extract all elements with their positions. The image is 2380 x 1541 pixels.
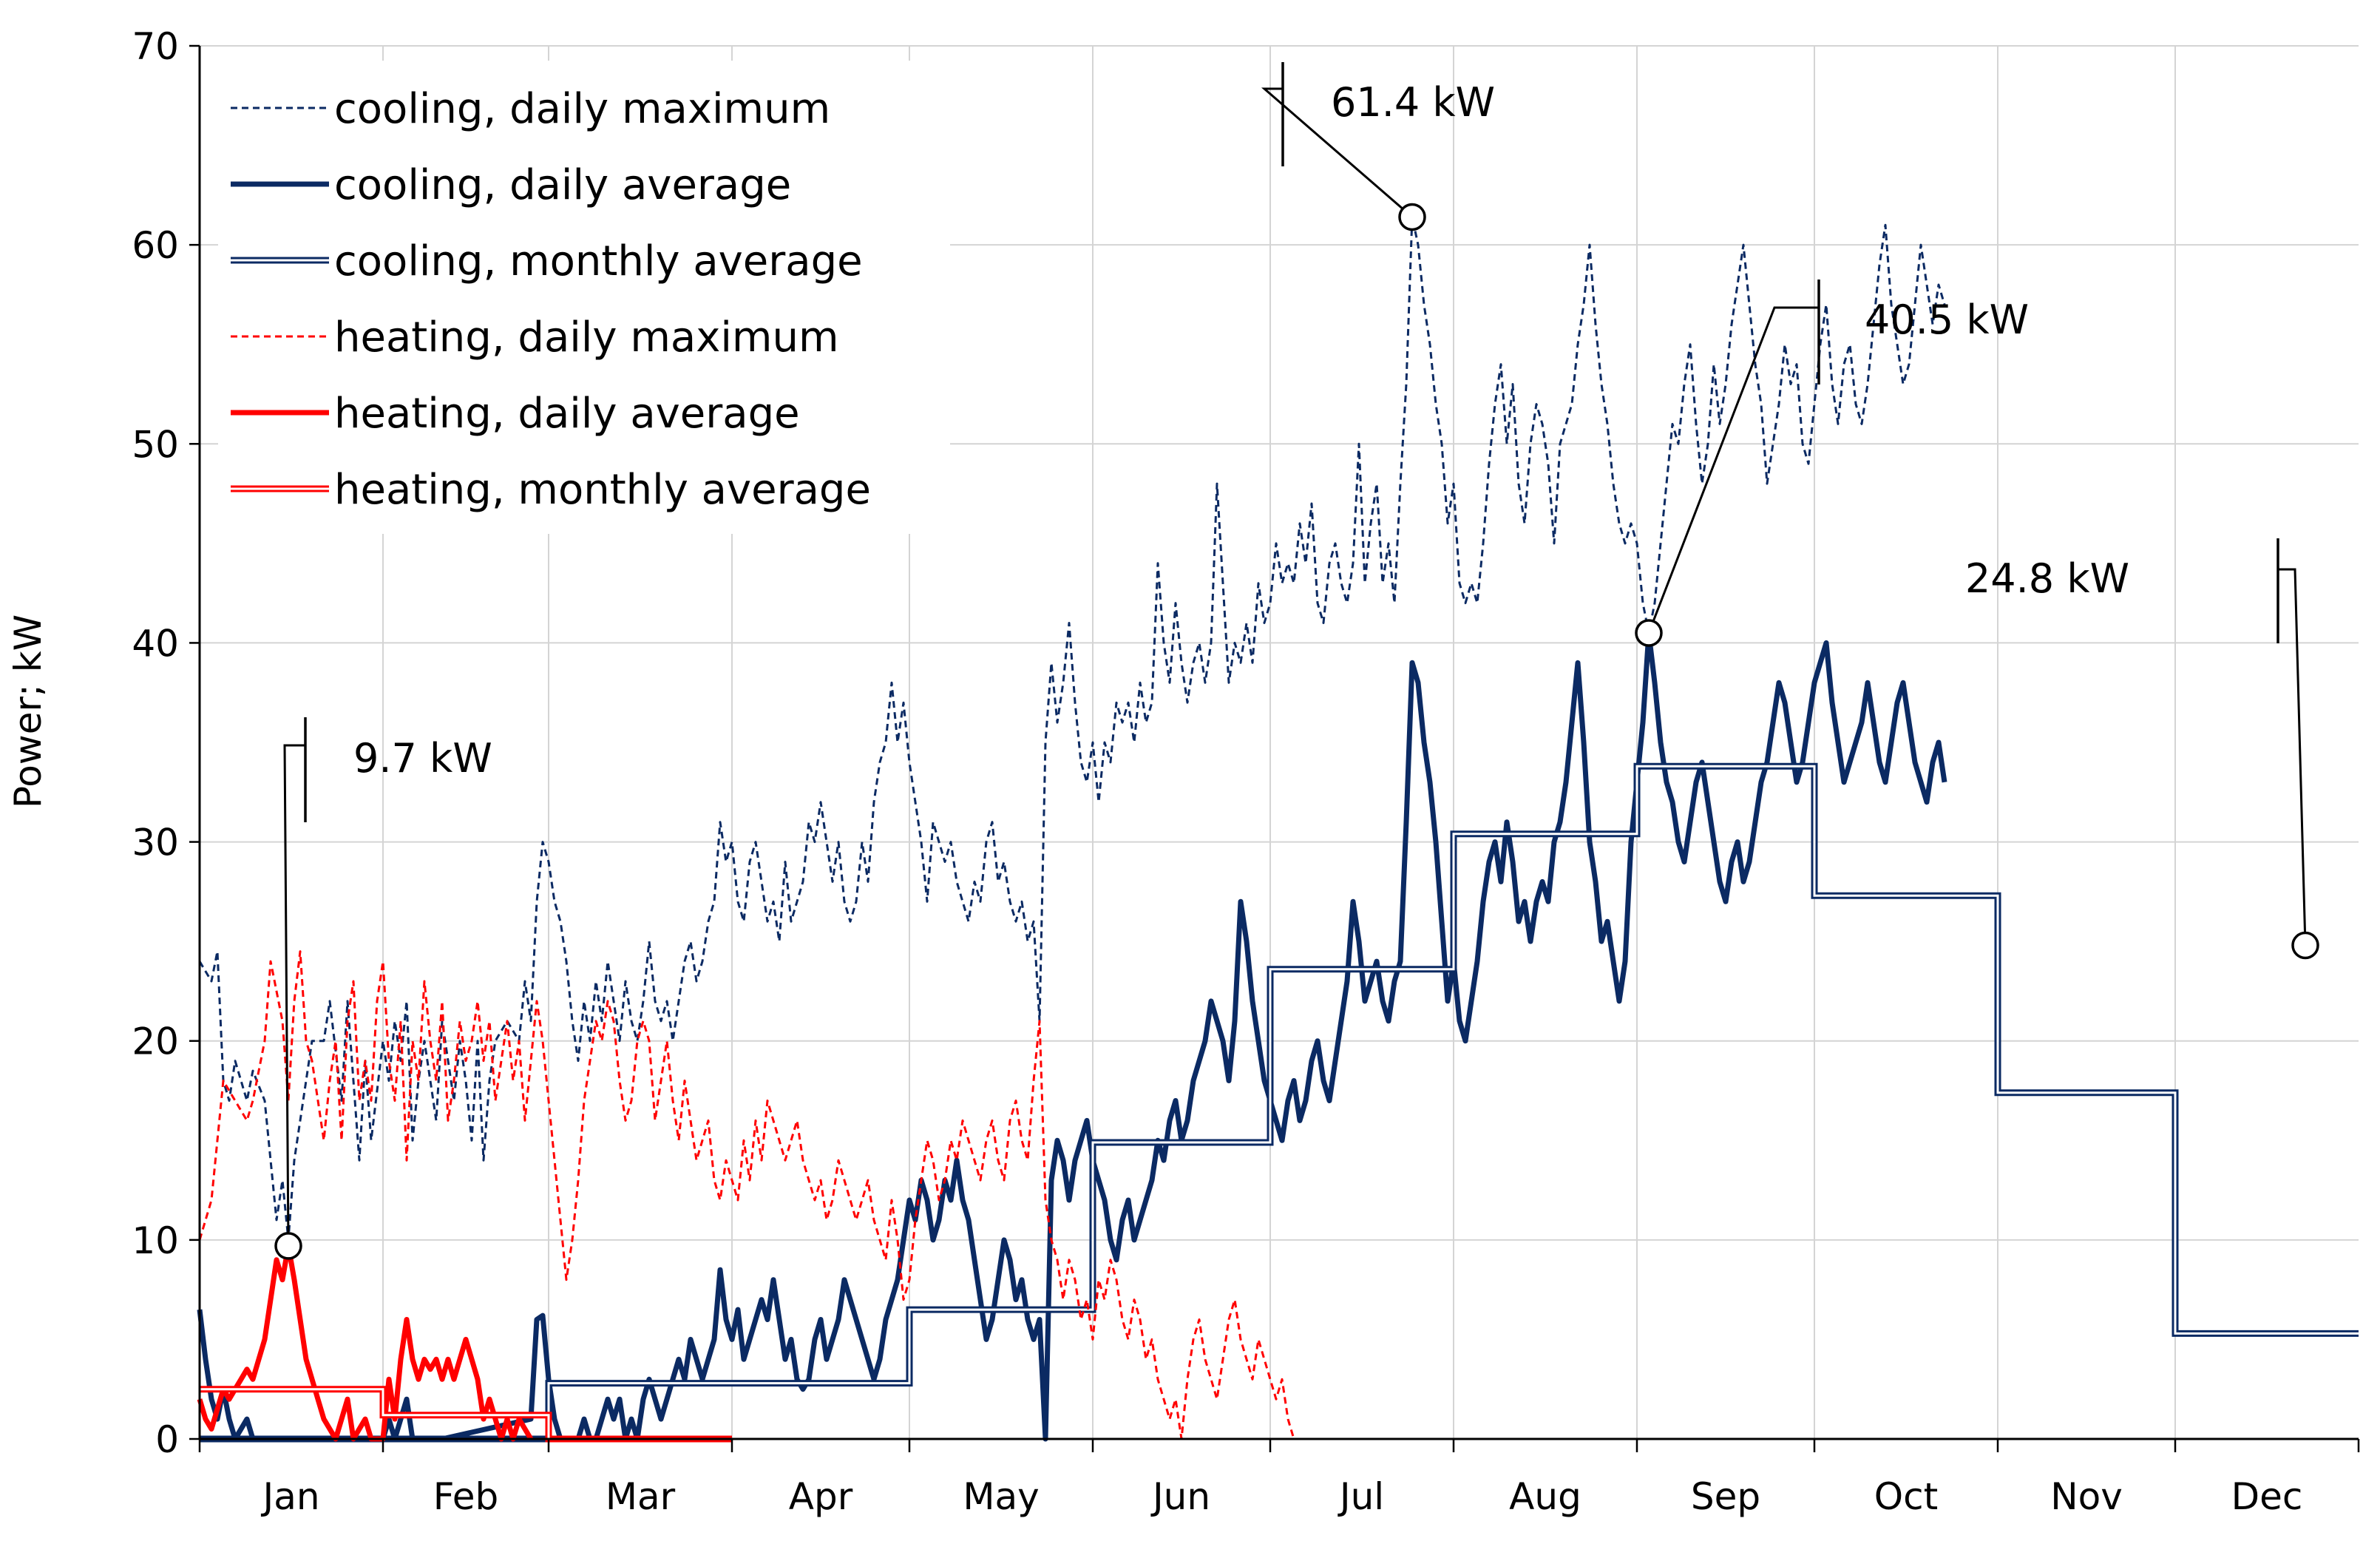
x-tick-label-oct: Oct (1874, 1475, 1938, 1518)
x-tick-label-nov: Nov (2050, 1475, 2123, 1518)
x-tick-label-jan: Jan (260, 1475, 319, 1518)
y-tick-label: 40 (132, 622, 179, 665)
callout-label: 40.5 kW (1865, 297, 2029, 343)
y-tick-label: 50 (132, 423, 179, 466)
x-tick-label-sep: Sep (1691, 1475, 1760, 1518)
x-tick-label-jul: Jul (1338, 1475, 1384, 1518)
y-tick-label: 70 (132, 25, 179, 68)
y-axis-title: Power; kW (7, 614, 50, 808)
x-tick-label-aug: Aug (1509, 1475, 1581, 1518)
callout-leader (2278, 568, 2307, 946)
x-tick-label-dec: Dec (2231, 1475, 2303, 1518)
legend-label: heating, monthly average (334, 466, 871, 514)
y-tick-label: 20 (132, 1020, 179, 1063)
legend-label: heating, daily average (334, 390, 800, 438)
cooling-daily-average-line (197, 630, 1947, 1442)
legend-label: cooling, daily maximum (334, 85, 830, 133)
callout-marker (1398, 203, 1426, 231)
cooling-daily-maximum-line (198, 216, 1946, 1242)
legend-background (218, 61, 950, 534)
heating-daily-average-line (197, 1243, 534, 1442)
callout-label: 9.7 kW (353, 735, 492, 782)
annotations: 9.7 kW 61.4 kW 40.5 kW 24.8 kW (274, 62, 2319, 1260)
cooling-monthly-average-line-inner (200, 765, 2359, 1440)
callout-marker (1635, 619, 1663, 647)
x-tick-label-apr: Apr (789, 1475, 853, 1518)
y-tick-label: 10 (132, 1219, 179, 1262)
legend: cooling, daily maximum cooling, daily ave… (218, 61, 950, 534)
x-tick-label-feb: Feb (433, 1475, 499, 1518)
callout-label: 24.8 kW (1965, 555, 2129, 602)
legend-label: cooling, daily average (334, 161, 791, 209)
legend-label: cooling, monthly average (334, 237, 863, 285)
x-tick-label-jun: Jun (1150, 1475, 1210, 1518)
callout-marker (2291, 931, 2319, 960)
heating-daily-maximum-line (198, 950, 1295, 1440)
callout-leader (1647, 306, 1819, 634)
callout-leader (1261, 87, 1413, 218)
y-tick-label: 30 (132, 822, 179, 864)
callout-leader (283, 744, 305, 1246)
x-tick-label-may: May (963, 1475, 1039, 1518)
legend-label: heating, daily maximum (334, 314, 839, 362)
y-tick-label: 0 (155, 1418, 179, 1461)
cooling-monthly-average-line (200, 762, 2359, 1443)
callout-marker (274, 1232, 302, 1260)
y-tick-label: 60 (132, 224, 179, 267)
callout-label: 61.4 kW (1331, 79, 1495, 126)
axes-layer: Power; kW 0 10 20 30 40 50 60 70 Jan Feb Mar Apr May… (7, 25, 2360, 1518)
x-tick-label-mar: Mar (606, 1475, 676, 1518)
